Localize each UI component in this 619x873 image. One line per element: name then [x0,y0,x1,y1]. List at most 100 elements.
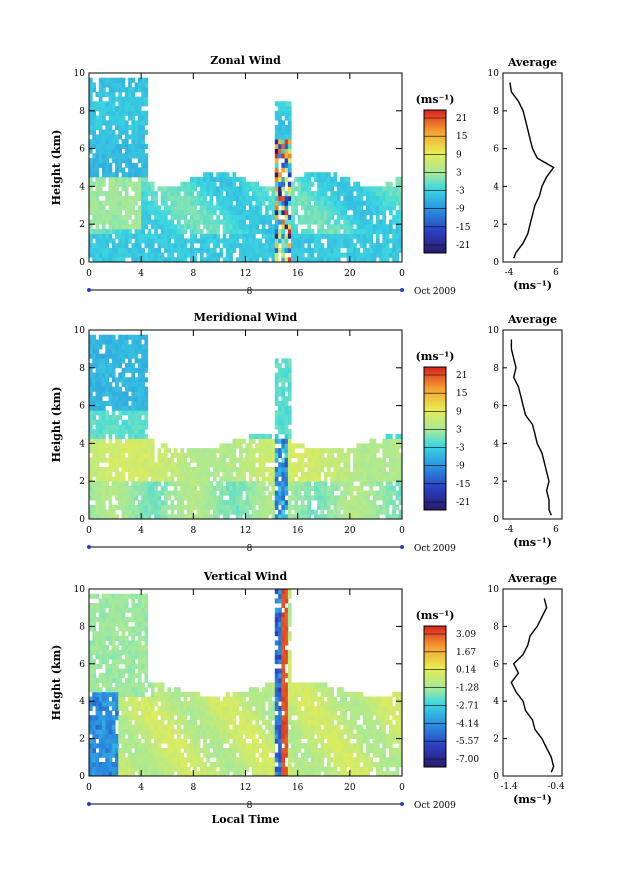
heatmap-cell [92,762,96,768]
heatmap-cell [177,752,181,758]
heatmap-cell [144,443,149,449]
heatmap-cell [111,106,116,112]
heatmap-cell [89,410,93,416]
heatmap-cell [261,228,266,234]
heatmap-cell [141,233,145,239]
heatmap-cell [284,377,289,383]
heatmap-cell [131,106,136,112]
day-label: 8 [247,287,253,297]
heatmap-cell [186,224,191,230]
heatmap-cell [369,452,374,458]
heatmap-cell [180,514,184,520]
heatmap-cell [150,247,155,253]
heatmap-cell [124,228,129,234]
heatmap-cell [281,391,286,397]
heatmap-cell [203,500,207,506]
heatmap-cell [164,509,168,515]
heatmap-cell [398,495,403,501]
heatmap-cell [336,243,341,249]
heatmap-cell [248,724,253,730]
heatmap-cell [252,766,256,772]
heatmap-cell [225,481,230,487]
heatmap-cell [124,139,129,145]
heatmap-cell [284,462,289,468]
heatmap-cell [261,495,266,501]
heatmap-cell [111,635,116,641]
heatmap-cell [141,247,145,253]
heatmap-cell [102,372,106,378]
heatmap-cell [274,129,279,135]
heatmap-cell [284,158,289,164]
heatmap-cell [137,490,142,496]
heatmap-cell [359,514,364,520]
heatmap-cell [255,448,259,454]
heatmap-cell [300,457,305,463]
heatmap-cell [219,743,224,749]
heatmap-cell [232,701,237,707]
heatmap-cell [248,200,253,206]
heatmap-cell [183,257,188,263]
heatmap-cell [212,243,217,249]
heatmap-cell [95,210,100,216]
heatmap-cell [131,186,136,192]
heatmap-cell [359,214,364,220]
heatmap-cell [294,509,299,515]
heatmap-cell [209,172,214,178]
heatmap-cell [225,724,230,730]
heatmap-cell [398,210,403,216]
heatmap-cell [164,691,168,697]
heatmap-cell [102,691,106,697]
heatmap-cell [121,101,126,107]
heatmap-cell [137,607,142,613]
heatmap-cell [304,176,308,182]
heatmap-cell [115,645,119,651]
heatmap-cell [102,457,106,463]
heatmap-cell [137,757,142,763]
heatmap-cell [137,603,142,609]
heatmap-cell [375,443,380,449]
heatmap-cell [141,617,145,623]
heatmap-cell [245,705,250,711]
heatmap-cell [131,457,136,463]
heatmap-cell [105,195,109,201]
heatmap-cell [128,429,132,435]
heatmap-cell [89,205,93,211]
heatmap-cell [375,210,380,216]
heatmap-cell [118,91,122,97]
heatmap-cell [131,443,136,449]
heatmap-cell [372,448,377,454]
heatmap-cell [219,191,224,197]
heatmap-cell [108,353,113,359]
heatmap-cell [111,691,116,697]
heatmap-cell [111,729,116,735]
heatmap-cell [242,748,246,754]
heatmap-cell [115,710,119,716]
heatmap-cell [340,467,344,473]
heatmap-cell [225,214,230,220]
heatmap-cell [144,462,149,468]
heatmap-cell [177,729,181,735]
heatmap-cell [261,504,266,510]
heatmap-cell [353,247,357,253]
heatmap-cell [108,214,113,220]
heatmap-cell [216,500,220,506]
heatmap-cell [95,167,100,173]
heatmap-cell [235,457,240,463]
heatmap-cell [95,757,100,763]
heatmap-cell [323,476,328,482]
heatmap-cell [98,228,103,234]
heatmap-cell [131,396,136,402]
heatmap-cell [137,593,142,599]
heatmap-cell [190,219,194,225]
heatmap-cell [95,200,100,206]
heatmap-cell [92,334,96,340]
heatmap-cell [118,649,122,655]
heatmap-cell [278,153,282,159]
heatmap-cell [157,238,162,244]
heatmap-cell [265,500,269,506]
heatmap-cell [160,186,165,192]
heatmap-cell [108,153,113,159]
heatmap-cell [375,448,380,454]
heatmap-cell [300,476,305,482]
heatmap-cell [98,471,103,477]
